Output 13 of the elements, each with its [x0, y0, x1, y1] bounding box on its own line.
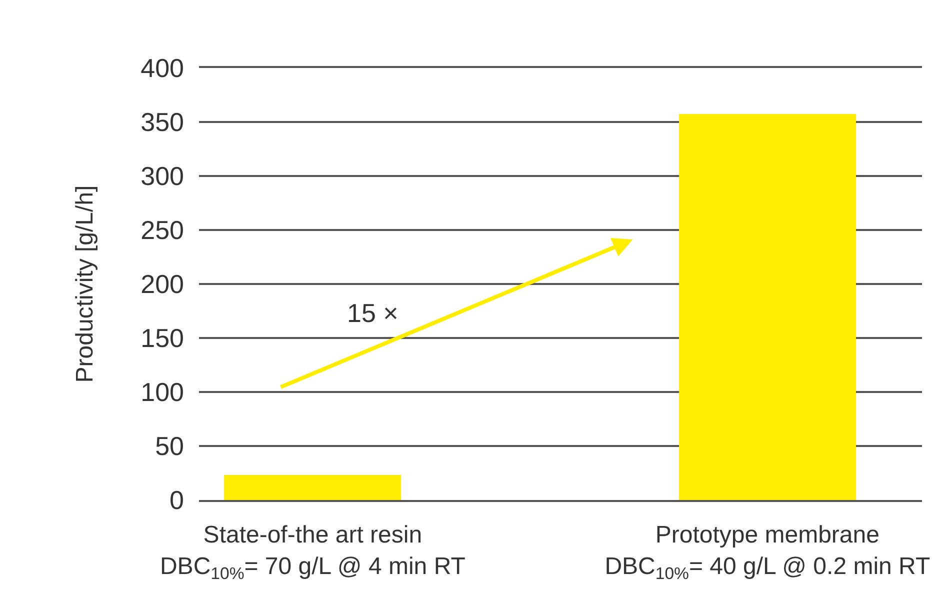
- y-tick-label: 400: [140, 53, 184, 84]
- y-axis-title: Productivity [g/L/h]: [72, 185, 99, 383]
- y-tick-label: 350: [140, 107, 184, 138]
- y-tick-label: 200: [140, 269, 184, 300]
- y-tick-label: 0: [170, 485, 184, 516]
- x-tick-label: Prototype membrane DBC$_{10%}$= 40 g/L @ 0.2 min RT: [604, 522, 930, 583]
- y-tick-label: 50: [155, 431, 184, 462]
- x-tick-label: State-of-the art resin DBC$_{10%}$= 70 g/L @ 4 min RT: [160, 522, 466, 583]
- y-tick-label: 300: [140, 161, 184, 192]
- y-tick-label: 250: [140, 215, 184, 246]
- y-tick-label: 150: [140, 323, 184, 354]
- annotation: 15 ×: [347, 298, 398, 328]
- y-tick-label: 100: [140, 377, 184, 408]
